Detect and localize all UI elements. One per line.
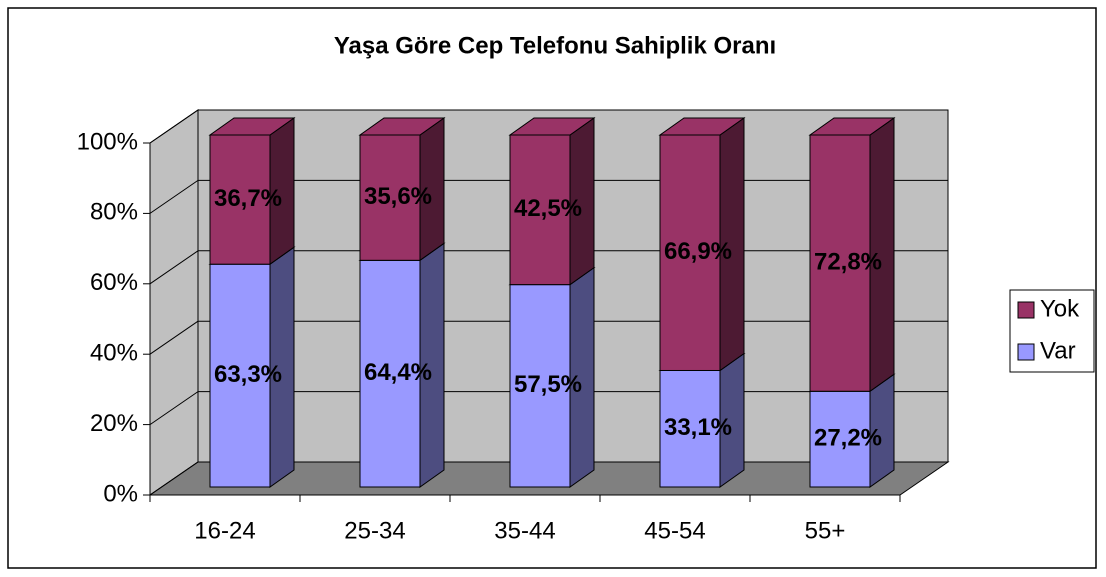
data-label: 64,4% [364, 359, 432, 386]
bar-top [208, 117, 296, 136]
legend-label: Yok [1040, 295, 1080, 322]
y-tick-label: 60% [90, 269, 138, 296]
bar-segment [209, 134, 271, 265]
x-tick-label: 35-44 [494, 517, 555, 544]
bar-top [658, 117, 746, 136]
x-tick-label: 45-54 [644, 517, 705, 544]
bar-segment [209, 263, 271, 488]
y-tick-label: 100% [77, 128, 138, 155]
y-tick-label: 40% [90, 340, 138, 367]
data-label: 72,8% [814, 248, 882, 275]
bar-segment [809, 134, 871, 392]
bar-top [808, 117, 896, 136]
data-label: 35,6% [364, 183, 432, 210]
data-label: 36,7% [214, 185, 282, 212]
bar-segment [659, 369, 721, 488]
legend-swatch [1017, 301, 1035, 319]
grid-line [149, 391, 199, 426]
legend-swatch [1017, 343, 1035, 361]
x-tick-label: 16-24 [194, 517, 255, 544]
chart-title: Yaşa Göre Cep Telefonu Sahiplik Oranı [334, 32, 776, 59]
bar-top [508, 117, 596, 136]
y-tick-label: 80% [90, 199, 138, 226]
bar-segment [659, 134, 721, 371]
bar-segment [359, 259, 421, 488]
x-tick-label: 55+ [805, 517, 846, 544]
legend-label: Var [1040, 337, 1076, 364]
data-label: 27,2% [814, 424, 882, 451]
left-wall [149, 109, 199, 496]
bar-segment [809, 390, 871, 488]
data-label: 33,1% [664, 414, 732, 441]
bar-segment [509, 284, 571, 488]
data-label: 42,5% [514, 195, 582, 222]
grid-line [149, 250, 199, 285]
data-label: 57,5% [514, 371, 582, 398]
bar-top [358, 117, 446, 136]
grid-line [149, 461, 199, 496]
grid-line [149, 109, 199, 144]
y-tick-label: 20% [90, 410, 138, 437]
grid-line [149, 320, 199, 355]
grid-line [149, 179, 199, 214]
data-label: 66,9% [664, 238, 732, 265]
y-tick-label: 0% [103, 480, 138, 507]
data-label: 63,3% [214, 361, 282, 388]
x-tick-label: 25-34 [344, 517, 405, 544]
